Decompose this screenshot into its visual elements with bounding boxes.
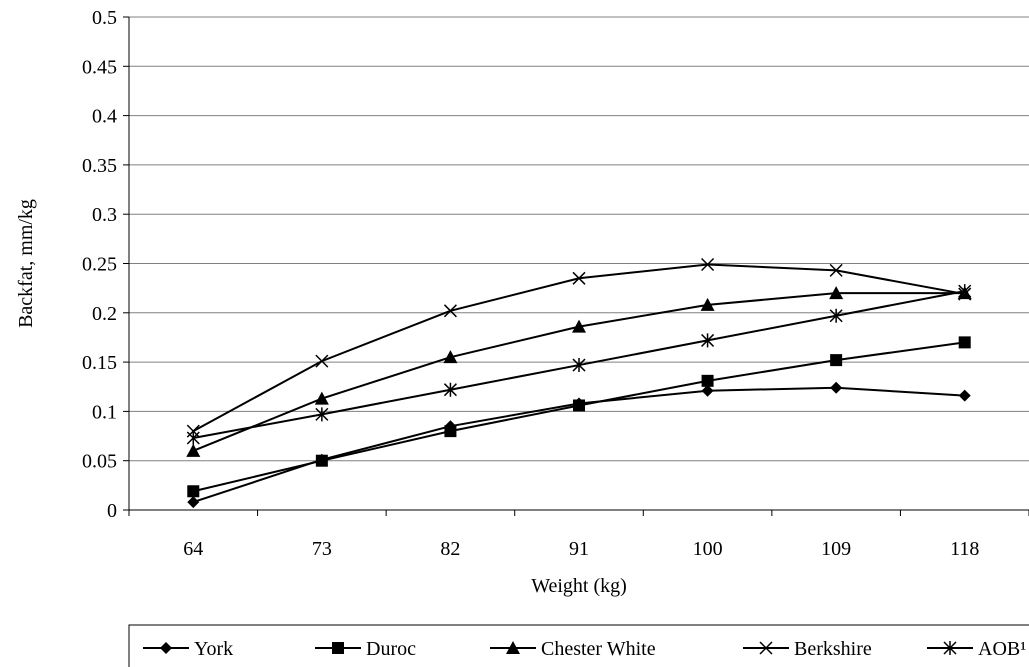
- data-point: [186, 443, 201, 457]
- legend-label: Duroc: [366, 638, 416, 660]
- series-aob: [186, 284, 972, 446]
- legend-items: York Duroc Chester White Berkshire AOB¹: [143, 638, 1026, 660]
- legend-marker: [160, 642, 172, 654]
- data-point: [958, 389, 971, 402]
- data-point: [700, 297, 715, 311]
- x-tick-label: 118: [950, 538, 979, 560]
- y-tick-label: 0.3: [92, 204, 117, 226]
- data-point: [314, 391, 329, 405]
- data-point: [186, 431, 200, 446]
- legend-label: York: [194, 638, 233, 660]
- data-point: [315, 407, 329, 422]
- legend-item: Duroc: [315, 638, 416, 660]
- data-point: [572, 319, 586, 333]
- legend-item: York: [143, 638, 233, 660]
- legend: York Duroc Chester White Berkshire AOB¹: [128, 624, 1029, 667]
- x-tick-label: 91: [569, 538, 589, 560]
- legend-marker: [759, 641, 773, 655]
- data-point: [830, 354, 843, 367]
- series-layer: [186, 257, 972, 509]
- x-tick-label: 82: [440, 538, 460, 560]
- legend-label: Chester White: [541, 638, 656, 660]
- data-point: [701, 374, 714, 387]
- y-axis-tick-labels: 0 0.05 0.1 0.15 0.2 0.25 0.3 0.35 0.4 0.45 0.5: [82, 7, 117, 522]
- data-point: [701, 333, 715, 348]
- x-axis-tick-labels: 64 73 82 91 100 109 118: [183, 538, 979, 560]
- data-point: [444, 425, 457, 438]
- legend-item: AOB¹: [927, 638, 1026, 660]
- series-duroc: [187, 336, 971, 498]
- series-berkshire: [186, 257, 972, 438]
- data-point: [701, 384, 714, 397]
- legend-item: Berkshire: [743, 638, 872, 660]
- data-point: [187, 496, 200, 509]
- data-point: [829, 286, 844, 300]
- plot-area: 0 0.05 0.1 0.15 0.2 0.25 0.3 0.35 0.4 0.45 0.5 64 7…: [82, 7, 1029, 560]
- legend-marker: [332, 642, 344, 654]
- y-tick-label: 0.35: [82, 155, 117, 177]
- data-point: [315, 354, 329, 368]
- x-axis-title: Weight (kg): [531, 575, 627, 597]
- y-axis-title: Backfat, mm/kg: [15, 199, 37, 328]
- legend-label: Berkshire: [794, 638, 872, 660]
- y-tick-label: 0.1: [92, 401, 117, 423]
- y-tick-label: 0: [107, 500, 117, 522]
- data-point: [572, 358, 586, 373]
- y-tick-label: 0.2: [92, 303, 117, 325]
- data-point: [187, 485, 200, 498]
- data-point: [829, 308, 843, 323]
- y-tick-label: 0.45: [82, 56, 117, 78]
- x-axis-ticks: [128, 510, 1029, 516]
- legend-label: AOB¹: [978, 638, 1026, 660]
- data-point: [830, 381, 843, 394]
- data-point: [315, 454, 328, 467]
- data-point: [572, 271, 586, 285]
- x-tick-label: 100: [693, 538, 723, 560]
- data-point: [829, 263, 843, 277]
- y-tick-label: 0.25: [82, 254, 117, 276]
- data-point: [701, 257, 715, 272]
- legend-item: Chester White: [490, 638, 656, 660]
- data-point: [443, 382, 457, 397]
- data-point: [443, 350, 458, 364]
- legend-marker: [506, 641, 520, 654]
- y-tick-label: 0.4: [92, 106, 117, 128]
- data-point: [443, 304, 457, 318]
- x-tick-label: 73: [312, 538, 332, 560]
- data-point: [958, 284, 972, 299]
- data-point: [958, 336, 971, 349]
- x-tick-label: 109: [821, 538, 851, 560]
- legend-marker: [943, 641, 957, 655]
- gridlines: [123, 16, 1029, 511]
- x-tick-label: 64: [183, 538, 203, 560]
- y-tick-label: 0.15: [82, 352, 117, 374]
- y-tick-label: 0.05: [82, 451, 117, 473]
- data-point: [573, 399, 585, 412]
- legend-box: [128, 624, 1029, 667]
- y-tick-label: 0.5: [92, 7, 117, 29]
